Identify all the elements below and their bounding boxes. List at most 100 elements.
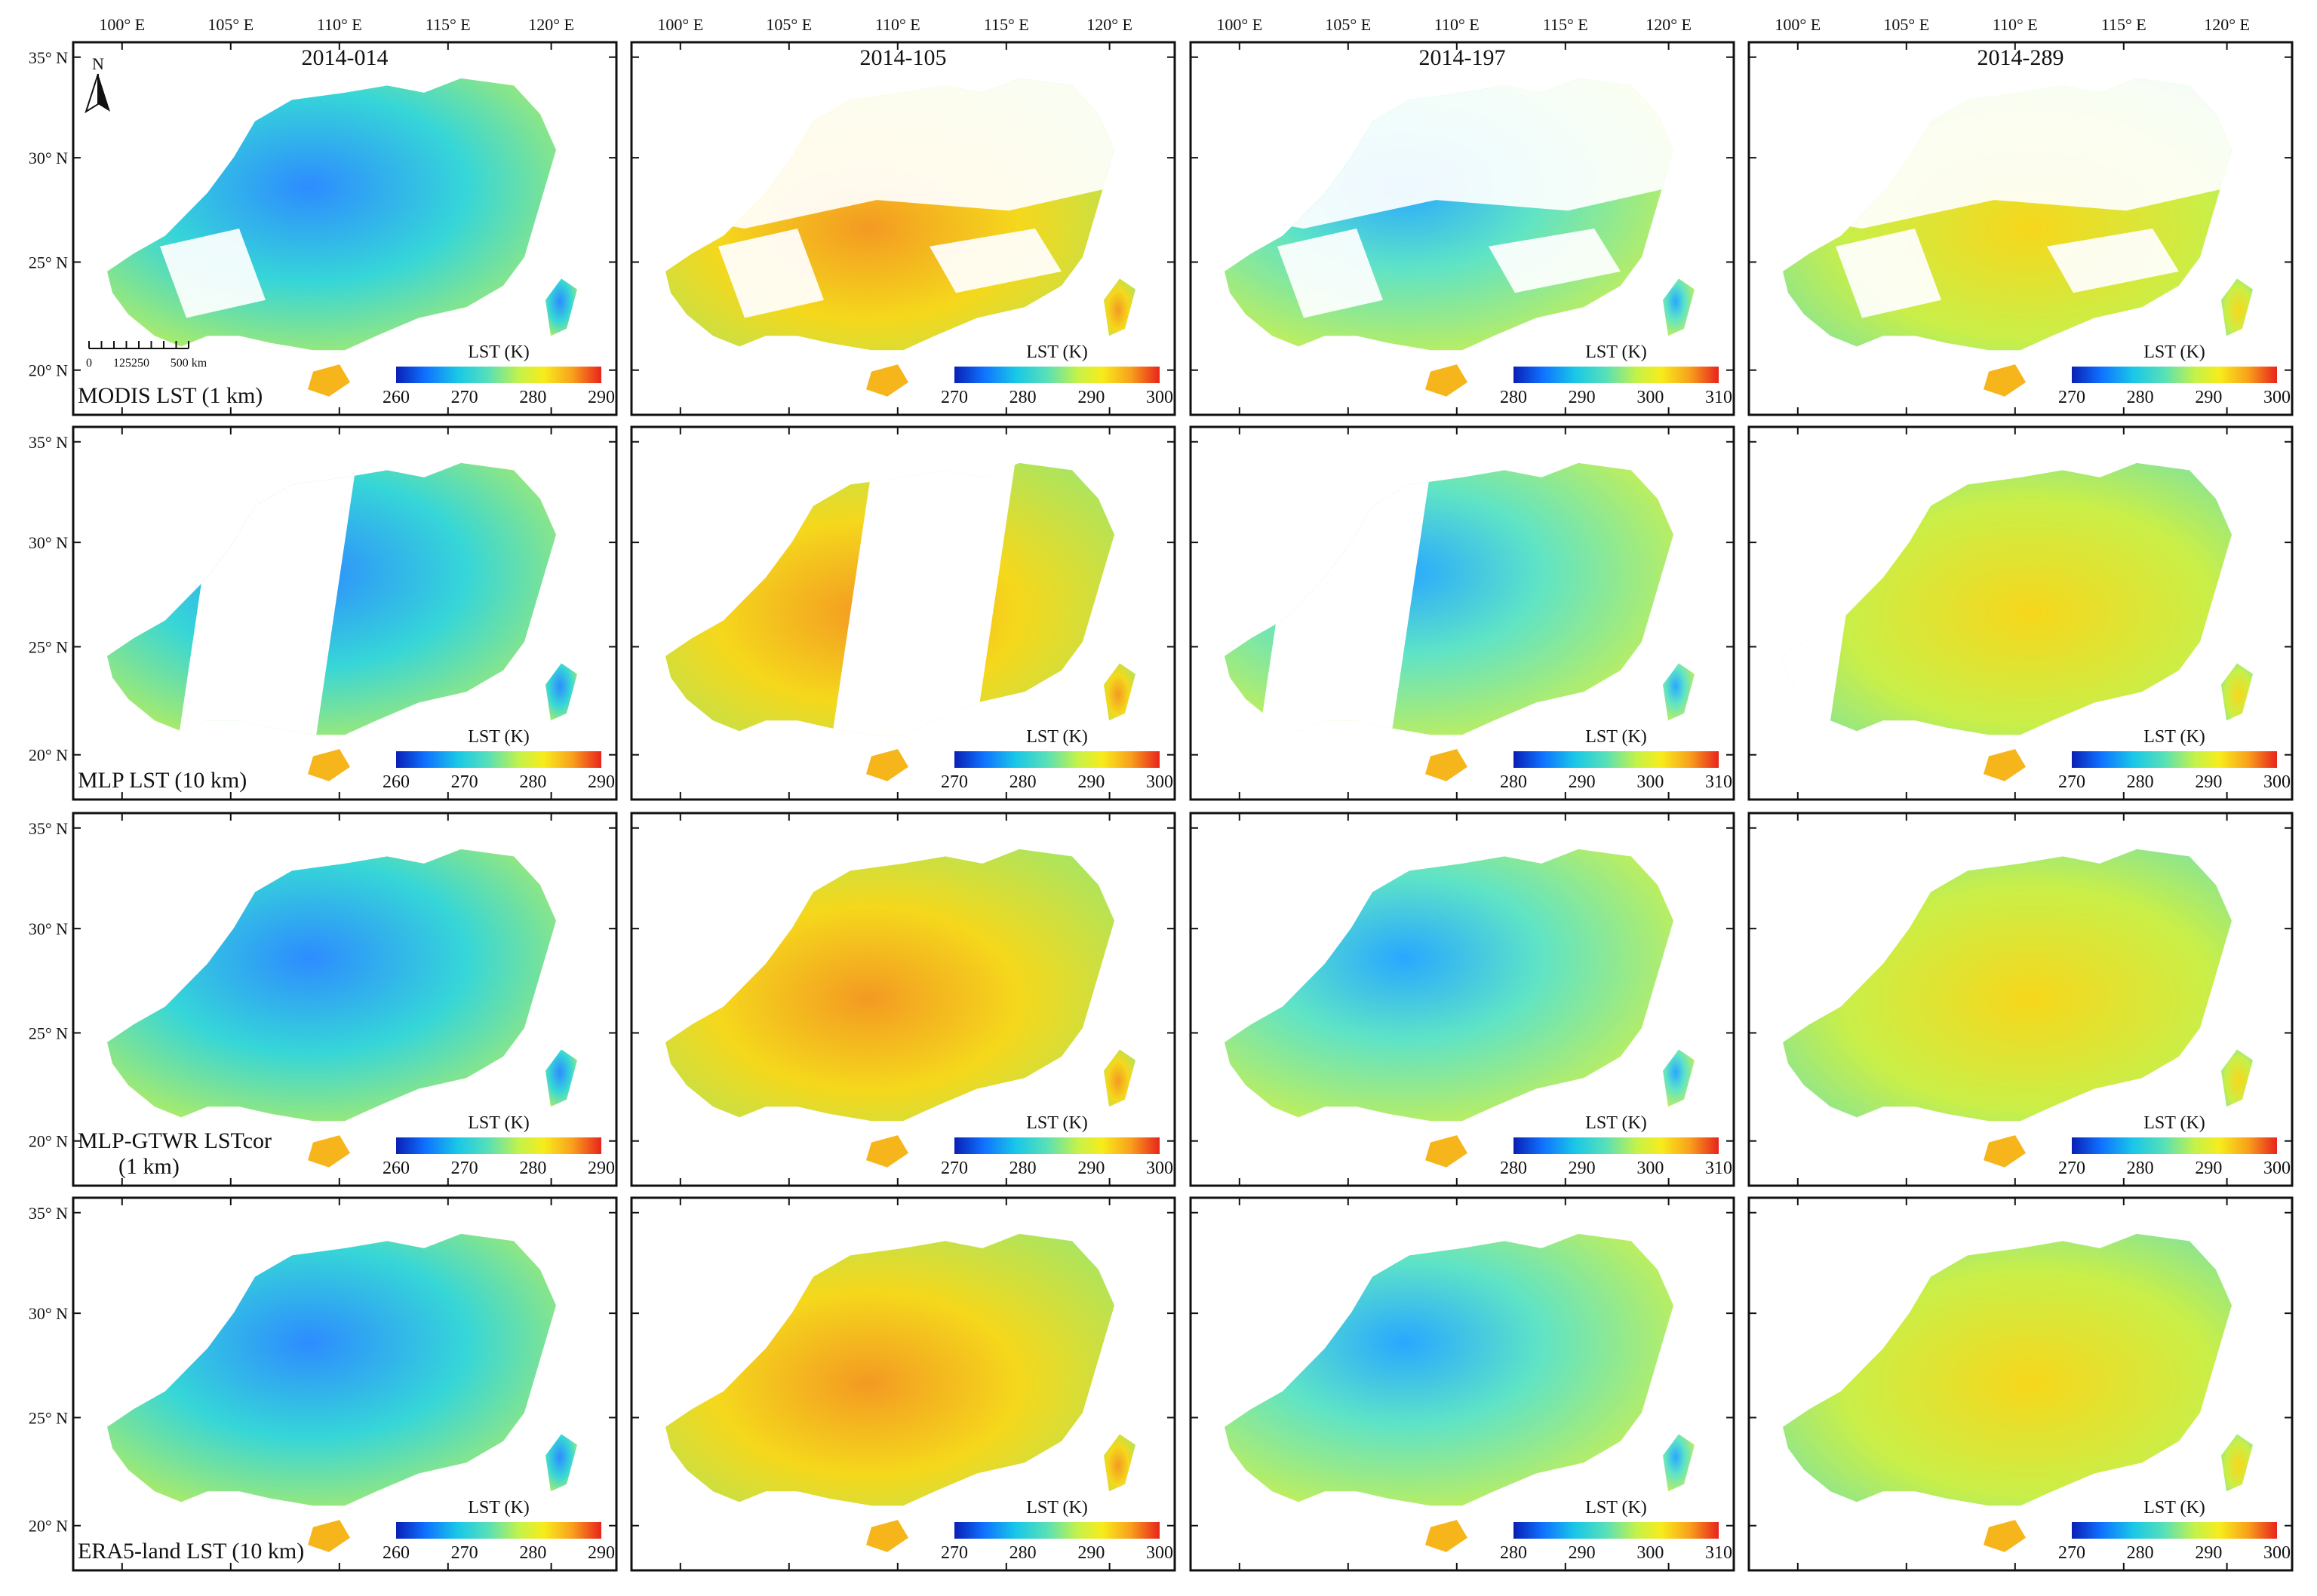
colorbar-title: LST (K) bbox=[1585, 342, 1647, 362]
colorbar-tick-label: 280 bbox=[2127, 772, 2154, 792]
latitude-label: 30° N bbox=[29, 1304, 68, 1323]
date-title: 2014-105 bbox=[860, 45, 947, 70]
colorbar-tick-label: 290 bbox=[2195, 1159, 2222, 1178]
colorbar-tick-label: 310 bbox=[1705, 388, 1732, 407]
latitude-label: 25° N bbox=[29, 637, 68, 656]
map-panel: LST (K) 270 280 290 300 bbox=[1747, 425, 2294, 801]
colorbar-tick-label: 280 bbox=[1009, 772, 1037, 792]
colorbar-tick-label: 290 bbox=[1077, 772, 1105, 792]
lst-field bbox=[107, 849, 556, 1122]
colorbar-tick-label: 300 bbox=[1146, 1543, 1173, 1563]
longitude-label: 105° E bbox=[1883, 15, 1929, 34]
colorbar-tick-label: 280 bbox=[2127, 1543, 2154, 1563]
colorbar-tick-label: 270 bbox=[2058, 1543, 2085, 1563]
row-label: (1 km) bbox=[118, 1154, 180, 1179]
colorbar-tick-label: 280 bbox=[1009, 1159, 1037, 1178]
colorbar-tick-label: 290 bbox=[1077, 1159, 1105, 1178]
colorbar-tick-label: 300 bbox=[1146, 1159, 1173, 1178]
map-panel: LST (K) 270 280 290 300 bbox=[630, 812, 1176, 1187]
colorbar bbox=[1513, 1137, 1719, 1154]
colorbar-tick-label: 270 bbox=[941, 1159, 968, 1178]
colorbar-tick-label: 300 bbox=[1636, 1543, 1664, 1563]
longitude-label: 120° E bbox=[1086, 15, 1132, 34]
colorbar-tick-label: 280 bbox=[519, 1543, 546, 1563]
colorbar-title: LST (K) bbox=[1026, 1113, 1088, 1133]
colorbar-tick-label: 260 bbox=[383, 388, 410, 407]
longitude-label: 110° E bbox=[1434, 15, 1480, 34]
date-title: 2014-014 bbox=[302, 45, 389, 70]
colorbar bbox=[1513, 751, 1719, 768]
colorbar-tick-label: 280 bbox=[2127, 388, 2154, 407]
latitude-label: 35° N bbox=[29, 48, 68, 67]
colorbar-tick-label: 300 bbox=[1636, 772, 1664, 792]
colorbar-tick-label: 310 bbox=[1705, 1543, 1732, 1563]
map-panel: LST (K) 270 280 290 300 bbox=[630, 425, 1176, 801]
colorbar-tick-label: 290 bbox=[1569, 388, 1596, 407]
colorbar-tick-label: 290 bbox=[588, 772, 615, 792]
colorbar-tick-label: 270 bbox=[451, 772, 478, 792]
colorbar-title: LST (K) bbox=[1585, 1498, 1647, 1518]
colorbar-title: LST (K) bbox=[1026, 727, 1088, 747]
row-label: MLP-GTWR LSTcor bbox=[78, 1128, 272, 1153]
longitude-label: 120° E bbox=[2204, 15, 2250, 34]
date-title: 2014-197 bbox=[1419, 45, 1506, 70]
colorbar-tick-label: 290 bbox=[1077, 388, 1105, 407]
colorbar-tick-label: 280 bbox=[1500, 772, 1527, 792]
colorbar-tick-label: 290 bbox=[2195, 388, 2222, 407]
lst-field bbox=[665, 849, 1114, 1122]
colorbar-tick-label: 300 bbox=[2263, 1543, 2291, 1563]
colorbar bbox=[954, 367, 1160, 383]
colorbar-tick-label: 300 bbox=[1146, 388, 1173, 407]
colorbar-title: LST (K) bbox=[468, 342, 530, 362]
row-label: ERA5-land LST (10 km) bbox=[78, 1539, 304, 1564]
date-title: 2014-289 bbox=[1977, 45, 2064, 70]
longitude-label: 110° E bbox=[875, 15, 920, 34]
row-label: MODIS LST (1 km) bbox=[78, 383, 263, 408]
longitude-labels: 100° E 105° E 110° E 115° E 120° E 100° E 105°… bbox=[99, 15, 2250, 34]
colorbar-tick-label: 290 bbox=[588, 1543, 615, 1563]
longitude-label: 110° E bbox=[1993, 15, 2038, 34]
map-panel: LST (K) 270 280 290 300 2014-105 bbox=[630, 41, 1176, 416]
colorbar-tick-label: 260 bbox=[383, 772, 410, 792]
latitude-label: 25° N bbox=[29, 253, 68, 272]
colorbar-tick-label: 290 bbox=[588, 388, 615, 407]
scale-bar-label: 125250 bbox=[113, 357, 149, 370]
colorbar-tick-label: 300 bbox=[2263, 388, 2291, 407]
colorbar-tick-label: 280 bbox=[1500, 1543, 1527, 1563]
north-arrow-icon: N bbox=[85, 54, 110, 114]
longitude-label: 115° E bbox=[984, 15, 1029, 34]
colorbar-tick-label: 280 bbox=[1009, 388, 1037, 407]
longitude-label: 105° E bbox=[207, 15, 254, 34]
colorbar-tick-label: 280 bbox=[2127, 1159, 2154, 1178]
colorbar-tick-label: 270 bbox=[941, 772, 968, 792]
colorbar bbox=[2072, 367, 2277, 383]
map-panel: LST (K) 260 270 280 290 MLP LST (10 km) bbox=[72, 425, 618, 801]
latitude-label: 20° N bbox=[29, 746, 68, 765]
map-panel: LST (K) 260 270 280 290 ERA5-land LST (10 km) bbox=[72, 1196, 618, 1572]
colorbar-tick-label: 260 bbox=[383, 1543, 410, 1563]
latitude-label: 35° N bbox=[29, 819, 68, 838]
longitude-label: 100° E bbox=[99, 15, 145, 34]
latitude-label: 25° N bbox=[29, 1408, 68, 1427]
colorbar-tick-label: 260 bbox=[383, 1159, 410, 1178]
longitude-label: 115° E bbox=[2101, 15, 2146, 34]
colorbar-title: LST (K) bbox=[1585, 1113, 1647, 1133]
colorbar-tick-label: 270 bbox=[941, 1543, 968, 1563]
longitude-label: 120° E bbox=[528, 15, 574, 34]
colorbar-tick-label: 290 bbox=[1077, 1543, 1105, 1563]
longitude-label: 110° E bbox=[317, 15, 362, 34]
colorbar-title: LST (K) bbox=[2143, 342, 2205, 362]
colorbar-tick-label: 270 bbox=[2058, 388, 2085, 407]
colorbar bbox=[396, 1522, 601, 1539]
colorbar-tick-label: 280 bbox=[519, 1159, 546, 1178]
colorbar-tick-label: 280 bbox=[519, 388, 546, 407]
colorbar bbox=[954, 1522, 1160, 1539]
lst-field bbox=[1783, 849, 2232, 1122]
colorbar bbox=[396, 367, 601, 383]
colorbar-tick-label: 290 bbox=[2195, 772, 2222, 792]
colorbar bbox=[954, 751, 1160, 768]
colorbar-tick-label: 270 bbox=[2058, 1159, 2085, 1178]
longitude-label: 105° E bbox=[1325, 15, 1371, 34]
latitude-label: 20° N bbox=[29, 361, 68, 380]
